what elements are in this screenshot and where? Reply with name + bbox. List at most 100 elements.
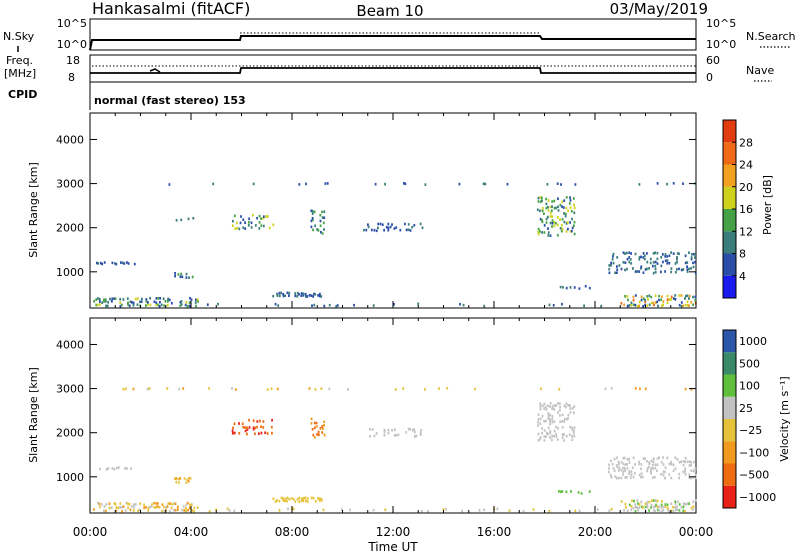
range-cell xyxy=(163,509,166,513)
range-cell xyxy=(167,502,170,505)
range-cell xyxy=(680,505,683,509)
range-cell xyxy=(541,231,543,234)
range-cell xyxy=(649,261,652,265)
range-cell xyxy=(694,256,696,259)
range-cell xyxy=(169,509,171,513)
range-cell xyxy=(653,303,655,307)
range-cell xyxy=(644,457,646,460)
range-cell xyxy=(363,228,365,232)
range-cell xyxy=(670,509,673,513)
range-cell xyxy=(682,509,685,512)
range-cell xyxy=(543,231,546,234)
range-cell xyxy=(672,469,675,473)
velocity-ylabel: Slant Range [km] xyxy=(27,367,40,463)
range-cell xyxy=(413,430,416,434)
range-cell xyxy=(181,508,184,512)
range-cell xyxy=(643,257,646,261)
range-cell xyxy=(678,267,680,271)
range-cell xyxy=(244,429,247,433)
range-cell xyxy=(660,506,663,509)
range-cell xyxy=(660,304,663,308)
range-cell xyxy=(300,294,303,297)
range-cell xyxy=(185,276,188,279)
range-cell xyxy=(188,304,191,308)
range-cell xyxy=(260,431,263,435)
range-cell xyxy=(588,286,591,290)
range-cell xyxy=(556,233,559,237)
range-cell xyxy=(121,506,123,509)
range-cell xyxy=(573,429,575,433)
range-cell xyxy=(666,456,669,460)
range-cell xyxy=(369,434,371,438)
range-cell xyxy=(231,429,234,432)
range-cell xyxy=(323,228,325,231)
range-cell xyxy=(174,272,176,275)
range-cell xyxy=(99,300,101,303)
range-cell xyxy=(292,497,295,501)
range-cell xyxy=(666,298,669,301)
range-cell xyxy=(206,303,209,306)
range-cell xyxy=(639,387,641,391)
range-cell xyxy=(644,387,647,391)
range-cell xyxy=(676,258,678,261)
range-cell xyxy=(190,503,193,506)
range-cell xyxy=(654,294,657,297)
range-cell xyxy=(640,463,643,466)
range-cell xyxy=(612,255,614,258)
range-cell xyxy=(648,509,650,512)
range-cell xyxy=(692,295,694,299)
range-cell xyxy=(314,224,316,228)
range-cell xyxy=(664,253,667,256)
velocity-colorbar-step xyxy=(723,352,736,375)
range-cell xyxy=(692,476,695,479)
station-title: Hankasalmi (fitACF) xyxy=(92,0,250,18)
range-cell xyxy=(686,502,689,506)
range-cell xyxy=(176,505,179,509)
range-cell xyxy=(571,428,574,432)
range-cell xyxy=(650,503,653,507)
range-cell xyxy=(246,428,249,431)
range-cell xyxy=(177,273,180,276)
range-cell xyxy=(561,433,564,436)
range-cell xyxy=(676,500,679,504)
range-cell xyxy=(572,224,575,227)
range-cell xyxy=(613,457,616,461)
range-cell xyxy=(149,296,151,300)
range-cell xyxy=(556,182,559,185)
range-cell xyxy=(484,182,487,186)
range-cell xyxy=(184,303,187,307)
range-cell xyxy=(174,502,177,505)
range-cell xyxy=(694,271,697,275)
range-cell xyxy=(551,420,554,424)
range-cell xyxy=(668,509,671,513)
range-cell xyxy=(561,200,564,204)
range-cell xyxy=(143,506,146,510)
range-cell xyxy=(628,472,630,476)
range-cell xyxy=(668,473,671,476)
range-cell xyxy=(314,500,317,503)
power-colorbar-tick: 8 xyxy=(739,248,746,261)
range-cell xyxy=(122,505,125,508)
range-cell xyxy=(561,205,563,208)
range-cell xyxy=(652,505,655,509)
range-cell xyxy=(551,434,553,438)
range-cell xyxy=(126,502,129,505)
range-cell xyxy=(539,405,542,408)
range-cell xyxy=(259,419,261,423)
range-cell xyxy=(636,305,639,308)
range-cell xyxy=(314,293,317,296)
range-cell xyxy=(256,420,259,423)
range-cell xyxy=(608,467,610,470)
range-cell xyxy=(558,402,561,406)
range-cell xyxy=(262,420,265,423)
range-cell xyxy=(553,429,556,433)
range-cell xyxy=(652,460,655,464)
range-cell xyxy=(180,300,183,303)
range-cell xyxy=(664,476,666,480)
range-cell xyxy=(564,405,567,409)
range-cell xyxy=(387,431,390,435)
range-cell xyxy=(694,252,696,256)
range-cell xyxy=(563,417,566,421)
range-cell xyxy=(123,262,126,265)
range-cell xyxy=(630,262,633,265)
